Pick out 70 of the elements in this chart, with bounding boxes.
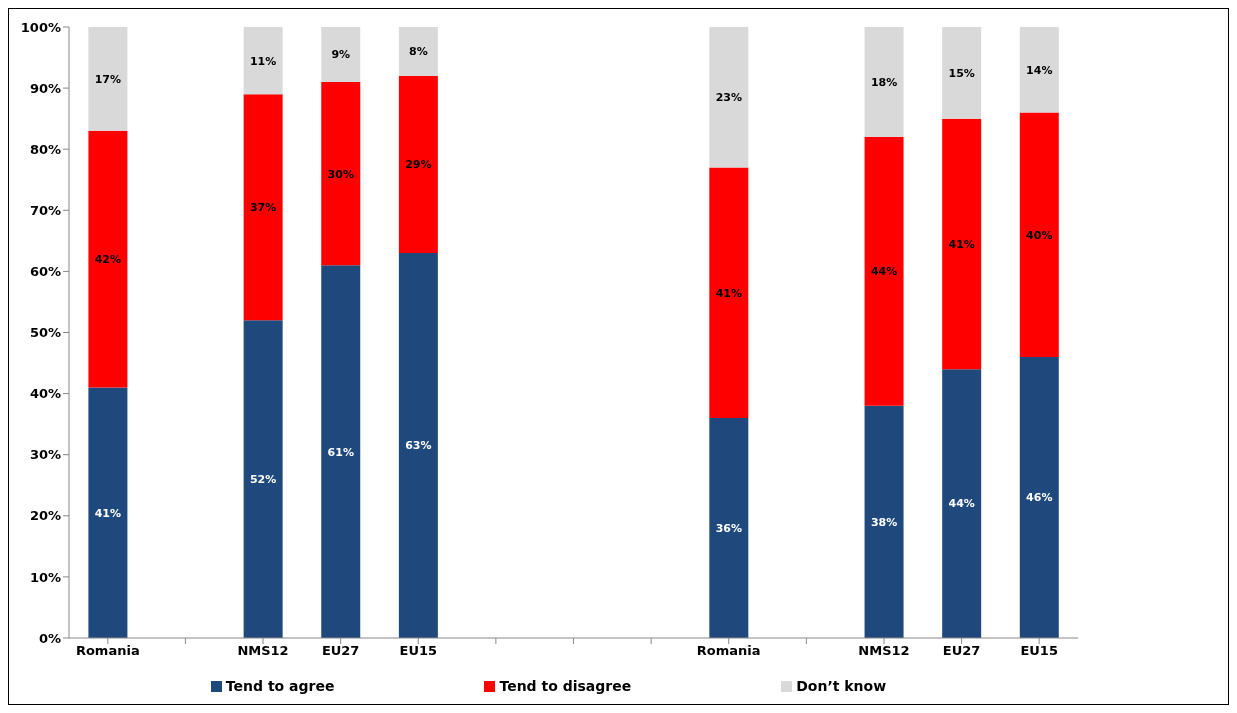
data-label: 15% bbox=[948, 66, 975, 80]
bar bbox=[243, 94, 283, 321]
y-tick-label: 20% bbox=[29, 508, 61, 524]
data-label: 36% bbox=[715, 521, 742, 535]
data-label: 40% bbox=[1026, 228, 1053, 242]
data-label: 11% bbox=[249, 54, 277, 68]
data-label: 46% bbox=[1026, 491, 1053, 505]
y-tick-label: 90% bbox=[29, 80, 61, 96]
bar bbox=[88, 387, 128, 638]
data-label: 17% bbox=[94, 72, 122, 86]
bar bbox=[321, 265, 361, 638]
bar bbox=[709, 418, 749, 638]
bar bbox=[864, 405, 904, 638]
data-label: 41% bbox=[715, 286, 742, 300]
bar bbox=[88, 130, 128, 388]
bar bbox=[709, 167, 749, 419]
x-tick-label: Romania bbox=[75, 643, 140, 659]
legend-label: Tend to agree bbox=[225, 678, 335, 694]
bar bbox=[1019, 356, 1059, 638]
bar bbox=[398, 27, 438, 76]
y-tick-label: 80% bbox=[29, 141, 61, 157]
data-label: 18% bbox=[870, 75, 898, 89]
x-tick-label: EU27 bbox=[942, 643, 981, 659]
y-tick-label: 50% bbox=[29, 325, 61, 341]
bar bbox=[321, 27, 361, 82]
y-tick-label: 10% bbox=[29, 569, 61, 585]
y-tick-label: 60% bbox=[29, 264, 61, 280]
bar bbox=[942, 27, 982, 119]
bar bbox=[321, 81, 361, 266]
data-label: 44% bbox=[870, 265, 898, 279]
bar bbox=[243, 320, 283, 638]
x-tick-label: NMS12 bbox=[858, 643, 910, 659]
data-label: 30% bbox=[327, 167, 354, 181]
data-label: 63% bbox=[405, 439, 432, 453]
bar bbox=[88, 27, 128, 131]
bar bbox=[864, 27, 904, 137]
x-tick-label: EU27 bbox=[321, 643, 360, 659]
bar bbox=[1019, 27, 1059, 113]
bar bbox=[398, 75, 438, 254]
data-label: 41% bbox=[948, 237, 975, 251]
bar bbox=[398, 253, 438, 638]
y-tick-label: 0% bbox=[38, 630, 61, 646]
bar bbox=[1019, 112, 1059, 357]
data-label: 52% bbox=[249, 473, 277, 487]
data-label: 61% bbox=[327, 445, 354, 459]
bar bbox=[864, 136, 904, 406]
x-tick-label: EU15 bbox=[399, 643, 438, 659]
bar bbox=[243, 27, 283, 95]
data-label: 41% bbox=[94, 506, 122, 520]
data-label: 37% bbox=[249, 201, 277, 215]
bar bbox=[942, 118, 982, 370]
y-tick-label: 40% bbox=[29, 386, 61, 402]
data-label: 38% bbox=[870, 515, 898, 529]
data-label: 42% bbox=[94, 253, 122, 267]
data-label: 44% bbox=[948, 497, 975, 511]
y-tick-label: 100% bbox=[20, 19, 61, 35]
legend-label: Don’t know bbox=[796, 678, 887, 694]
data-label: 8% bbox=[409, 45, 428, 59]
y-tick-label: 30% bbox=[29, 447, 61, 463]
data-label: 9% bbox=[331, 48, 351, 62]
data-label: 29% bbox=[405, 158, 432, 172]
x-tick-label: EU15 bbox=[1020, 643, 1058, 659]
data-label: 14% bbox=[1026, 63, 1053, 77]
y-tick-label: 70% bbox=[29, 202, 61, 218]
legend-label: Tend to disagree bbox=[499, 678, 632, 694]
x-tick-label: Romania bbox=[696, 643, 761, 659]
bar bbox=[942, 369, 982, 638]
bar bbox=[709, 27, 749, 168]
x-tick-label: NMS12 bbox=[237, 643, 289, 659]
data-label: 23% bbox=[715, 91, 742, 105]
